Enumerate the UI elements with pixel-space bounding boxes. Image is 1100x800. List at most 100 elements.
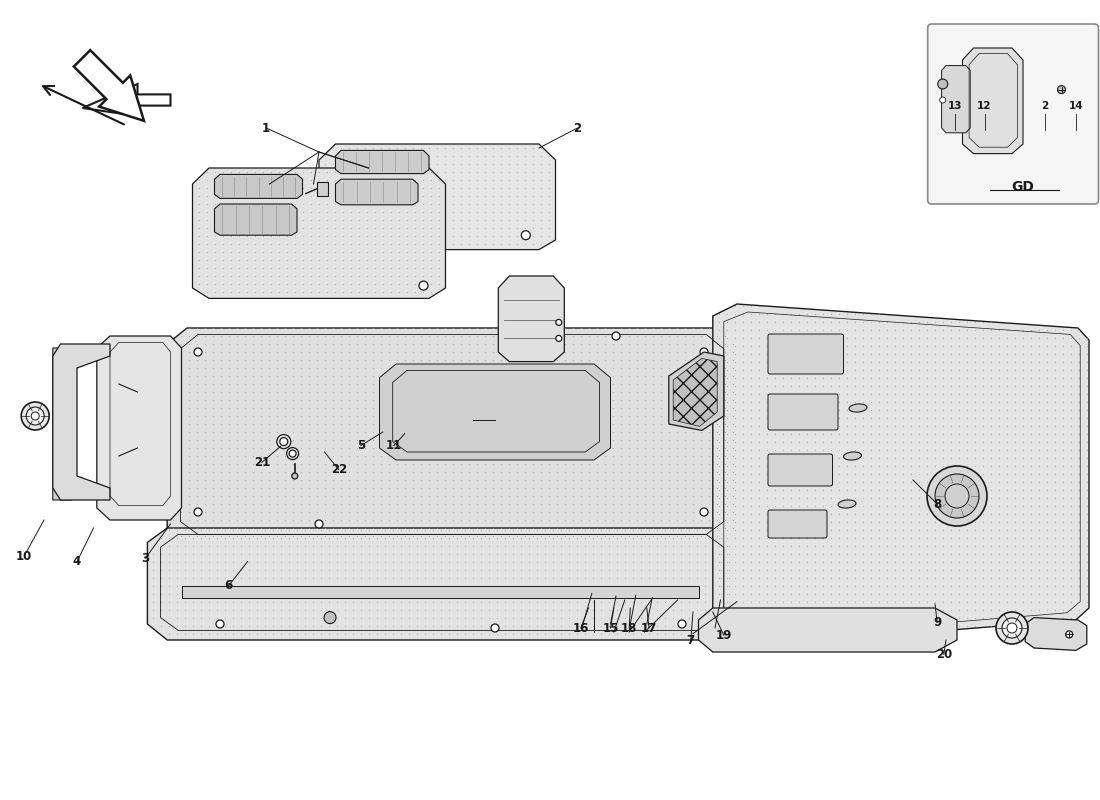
Point: [414, 286, 431, 298]
Point: [365, 222, 383, 235]
Point: [495, 285, 513, 298]
Point: [252, 514, 270, 526]
Point: [300, 450, 318, 462]
Point: [353, 539, 371, 552]
Point: [942, 547, 959, 560]
Point: [926, 587, 944, 600]
Point: [572, 450, 590, 462]
Point: [305, 595, 322, 608]
Point: [452, 450, 470, 462]
Point: [758, 355, 776, 368]
Point: [958, 515, 976, 528]
Point: [1030, 427, 1047, 440]
Point: [1070, 403, 1088, 416]
Point: [588, 330, 606, 342]
Point: [766, 571, 783, 584]
Point: [1062, 371, 1079, 385]
Point: [500, 346, 518, 358]
Point: [540, 394, 558, 406]
Point: [966, 483, 983, 496]
Point: [532, 482, 550, 494]
Point: [734, 595, 751, 608]
Point: [543, 333, 561, 346]
Point: [617, 619, 635, 632]
Point: [902, 491, 920, 505]
Point: [942, 411, 959, 424]
Point: [708, 338, 726, 350]
Point: [188, 418, 206, 430]
Point: [324, 157, 342, 170]
Point: [300, 458, 318, 470]
Point: [161, 539, 178, 552]
Point: [265, 547, 283, 560]
Point: [608, 627, 626, 640]
Point: [469, 394, 486, 406]
Point: [500, 157, 518, 170]
Point: [720, 587, 738, 600]
Point: [382, 238, 399, 251]
Point: [689, 571, 706, 584]
Point: [934, 523, 952, 536]
Point: [620, 458, 638, 470]
Polygon shape: [214, 204, 297, 235]
Point: [212, 418, 230, 430]
Point: [437, 458, 454, 470]
Point: [1078, 491, 1096, 505]
Point: [926, 547, 944, 560]
Point: [701, 498, 718, 510]
Point: [469, 482, 486, 494]
Point: [798, 547, 815, 560]
Point: [364, 378, 382, 390]
Point: [974, 523, 991, 536]
Point: [349, 330, 366, 342]
Point: [1006, 563, 1024, 576]
Point: [150, 419, 167, 432]
Point: [385, 587, 403, 600]
Point: [716, 514, 734, 526]
Point: [358, 254, 375, 267]
Point: [192, 595, 210, 608]
Point: [718, 396, 736, 408]
Point: [549, 490, 566, 502]
Point: [1006, 435, 1024, 448]
Point: [396, 442, 414, 454]
Point: [320, 611, 338, 624]
Point: [406, 230, 424, 243]
Point: [197, 386, 215, 398]
Point: [705, 547, 723, 560]
Point: [549, 338, 566, 350]
Point: [758, 531, 776, 544]
Point: [126, 363, 144, 377]
Point: [353, 579, 371, 592]
Point: [273, 563, 290, 576]
Point: [493, 514, 510, 526]
Point: [862, 483, 880, 496]
Point: [918, 363, 936, 377]
Point: [540, 322, 558, 334]
Point: [421, 286, 439, 298]
Point: [1054, 579, 1071, 592]
Point: [870, 380, 888, 393]
Point: [958, 483, 976, 496]
Point: [469, 370, 486, 382]
Point: [444, 338, 462, 350]
Point: [878, 491, 895, 505]
Point: [894, 571, 912, 584]
Point: [493, 386, 510, 398]
Point: [332, 450, 350, 462]
Point: [983, 101, 1001, 114]
Point: [382, 230, 399, 243]
Point: [385, 595, 403, 608]
Point: [966, 579, 983, 592]
Point: [1054, 499, 1071, 513]
Point: [862, 587, 880, 600]
Point: [660, 506, 678, 518]
Point: [1038, 323, 1056, 336]
Point: [710, 627, 727, 640]
Point: [382, 198, 399, 210]
Point: [637, 522, 654, 534]
Point: [830, 587, 848, 600]
Point: [918, 419, 936, 432]
Point: [456, 595, 474, 608]
Point: [689, 547, 706, 560]
